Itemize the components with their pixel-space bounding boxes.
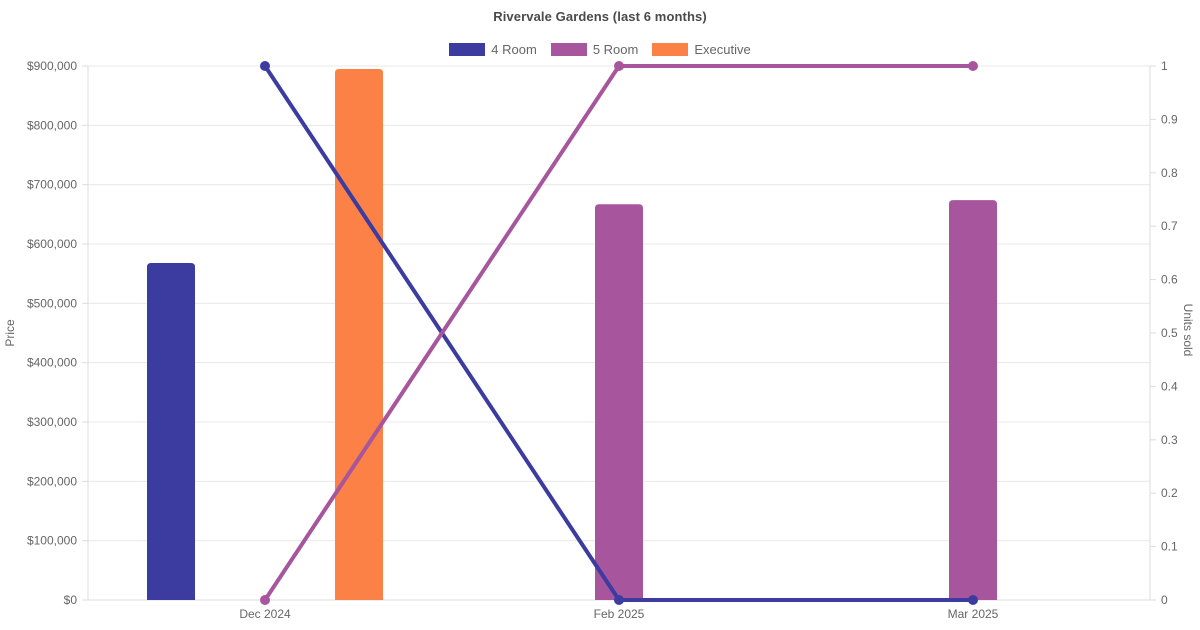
bar-4-room [147, 262, 195, 600]
y-right-tick-label: 0.1 [1161, 540, 1178, 554]
legend-label-4-room: 4 Room [491, 42, 537, 57]
y-right-tick-label: 0.5 [1161, 326, 1178, 340]
legend-swatch-5-room [550, 43, 587, 56]
y-right-tick-label: 0.2 [1161, 486, 1178, 500]
y-right-tick-label: 0 [1161, 593, 1168, 607]
y-right-tick-label: 0.8 [1161, 166, 1178, 180]
x-tick-label: Mar 2025 [948, 607, 999, 621]
point-5-room [968, 61, 978, 71]
y-left-tick-label: $600,000 [27, 237, 77, 251]
y-right-tick-label: 0.3 [1161, 433, 1178, 447]
y-left-tick-label: $300,000 [27, 415, 77, 429]
legend-label-executive: Executive [694, 42, 751, 57]
y-left-tick-label: $500,000 [27, 296, 77, 310]
legend-swatch-4-room [449, 43, 486, 56]
y-right-tick-label: 1 [1161, 59, 1168, 73]
y-left-tick-label: $0 [64, 593, 78, 607]
bar-5-room [949, 200, 997, 601]
y-right-tick-label: 0.6 [1161, 273, 1178, 287]
bar-executive [335, 68, 383, 600]
chart-title: Rivervale Gardens (last 6 months) [493, 9, 707, 24]
y-right-tick-label: 0.9 [1161, 112, 1178, 126]
point-5-room [260, 595, 270, 605]
legend-item-4-room[interactable]: 4 Room [449, 42, 537, 57]
bar-5-room [595, 204, 643, 600]
y-left-tick-label: $200,000 [27, 474, 77, 488]
y-left-tick-label: $700,000 [27, 178, 77, 192]
y-left-tick-label: $900,000 [27, 59, 77, 73]
y-right-tick-label: 0.7 [1161, 219, 1178, 233]
y-left-tick-label: $400,000 [27, 356, 77, 370]
chart-legend: 4 Room 5 Room Executive [0, 42, 1200, 57]
y-right-tick-label: 0.4 [1161, 379, 1178, 393]
y-left-tick-label: $800,000 [27, 118, 77, 132]
point-4-room [260, 61, 270, 71]
legend-swatch-executive [652, 43, 689, 56]
x-tick-label: Dec 2024 [239, 607, 291, 621]
x-tick-label: Feb 2025 [594, 607, 645, 621]
legend-label-5-room: 5 Room [592, 42, 639, 57]
legend-item-executive[interactable]: Executive [652, 42, 751, 57]
point-4-room [968, 595, 978, 605]
point-5-room [614, 61, 624, 71]
legend-item-5-room[interactable]: 5 Room [550, 42, 639, 57]
point-4-room [614, 595, 624, 605]
y-left-tick-label: $100,000 [27, 534, 77, 548]
